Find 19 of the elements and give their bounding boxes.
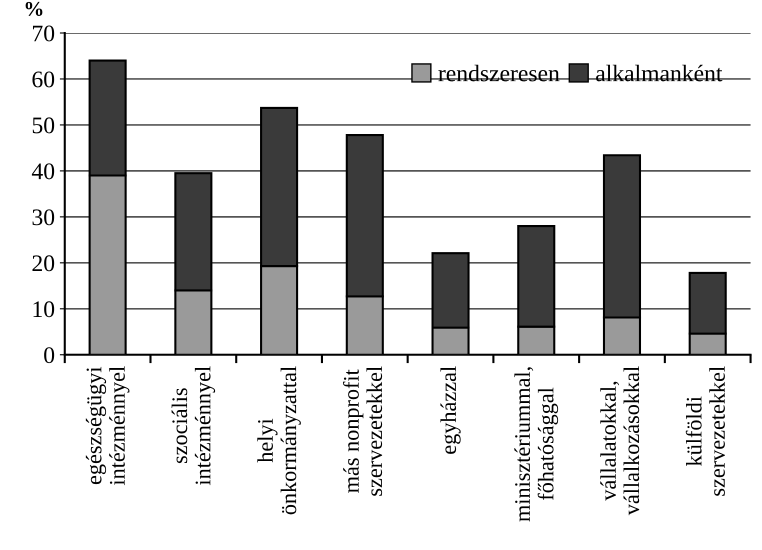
x-tick-label: más nonprofit szervezetekkel [343, 366, 382, 496]
y-tick-label: 60 [32, 71, 54, 88]
x-tick-label: vállalatokkal, vállalkozásokkal [600, 366, 640, 516]
y-tick-label: 10 [34, 301, 54, 318]
y-tick-label: 50 [32, 117, 54, 134]
y-tick-label: 70 [32, 25, 54, 42]
x-tick-label: egyházzal [440, 366, 461, 454]
x-tick-label: külföldi szervezetekkel [686, 366, 725, 496]
x-tick-label: szociális intézménnyel [172, 366, 216, 486]
x-tick-label: egészségügyi intézménnyel [86, 366, 130, 486]
y-tick-label: 20 [32, 255, 54, 272]
legend-label: rendszeresen [438, 64, 560, 82]
y-tick-label: 30 [32, 209, 54, 226]
y-tick-label: 0 [44, 347, 54, 364]
x-tick-label: minisztériummal, főhatósággal [514, 367, 558, 522]
y-tick-label: 40 [32, 163, 54, 180]
y-axis-title: % [26, 2, 42, 16]
legend-label: alkalmanként [596, 64, 722, 82]
x-tick-label: helyi önkormányzattal [257, 366, 301, 514]
